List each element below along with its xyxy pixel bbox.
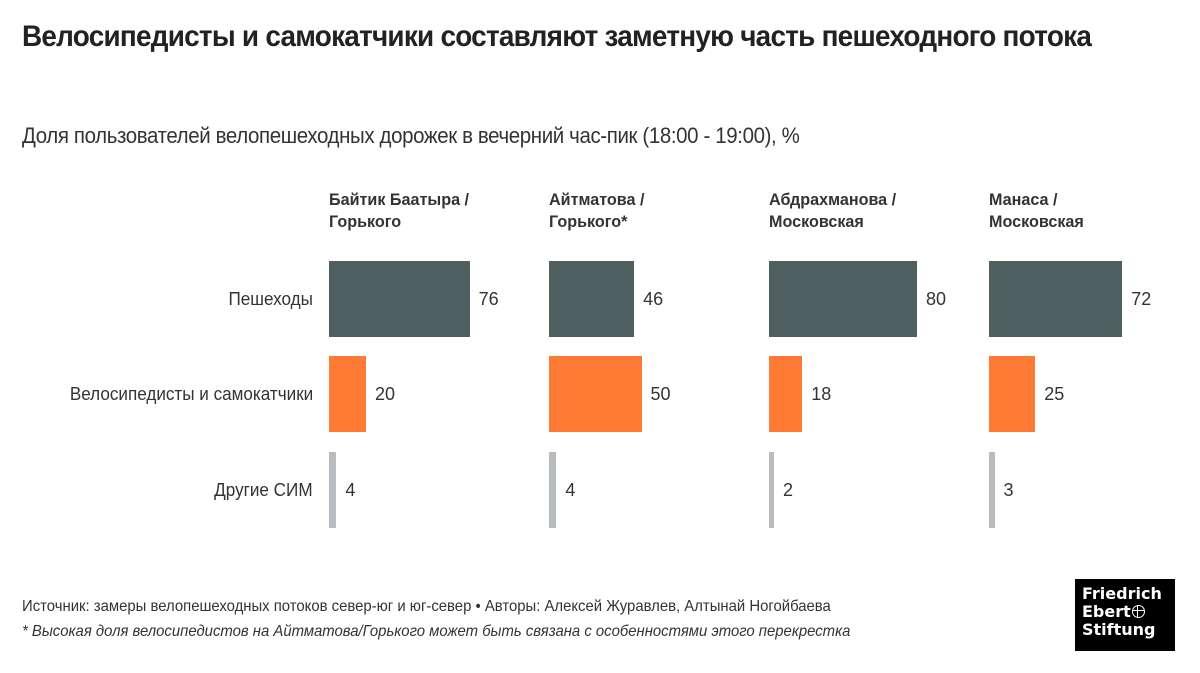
bar (989, 261, 1123, 337)
fes-logo: Friedrich Ebert Stiftung (1075, 579, 1175, 651)
logo-line-2: Ebert (1082, 603, 1175, 621)
bar-value-label: 76 (478, 289, 499, 309)
bar (769, 261, 917, 337)
bar (769, 356, 803, 432)
bar (329, 356, 366, 432)
bar-value-label: 72 (1131, 289, 1152, 309)
bar (549, 261, 635, 337)
bar-value-label: 18 (811, 384, 832, 404)
bar-value-label: 4 (565, 480, 576, 500)
panel-title-line: Горького* (549, 212, 628, 231)
bar (549, 452, 557, 528)
logo-line-3: Stiftung (1082, 620, 1156, 639)
bar-value-label: 20 (375, 384, 396, 404)
panel-title: Айтматова / Горького* (549, 189, 644, 233)
panel-title-line: Байтик Баатыра / (329, 190, 470, 209)
logo-line-1: Friedrich (1082, 584, 1162, 603)
panel-title: Манаса / Московская (989, 189, 1084, 233)
bar-value-label: 3 (1003, 480, 1014, 500)
bar-value-label: 4 (345, 480, 356, 500)
panel-title-line: Манаса / (989, 190, 1058, 209)
panel-title-line: Московская (769, 212, 864, 231)
panel-title-line: Абдрахманова / (769, 190, 897, 209)
bar-value-label: 25 (1044, 384, 1065, 404)
bar-value-label: 46 (643, 289, 664, 309)
globe-icon (1131, 605, 1145, 618)
bar-value-label: 80 (926, 289, 947, 309)
bar (989, 356, 1036, 432)
panel-title-line: Горького (329, 212, 402, 231)
row-label-pedestrians: Пешеходы (228, 289, 313, 309)
footnote: * Высокая доля велосипедистов на Айтмато… (22, 623, 851, 640)
bar (329, 452, 337, 528)
bar-value-label: 50 (650, 384, 671, 404)
bar-value-label: 2 (783, 480, 794, 500)
bar (989, 452, 995, 528)
chart-title: Велосипедисты и самокатчики составляют з… (22, 20, 1092, 53)
bar (549, 356, 642, 432)
source-note: Источник: замеры велопешеходных потоков … (22, 598, 831, 615)
bar (329, 261, 470, 337)
row-label-other: Другие СИМ (214, 480, 313, 500)
panel-title: Байтик Баатыра / Горького (329, 189, 469, 233)
chart-subtitle: Доля пользователей велопешеходных дороже… (22, 123, 800, 148)
panel-title: Абдрахманова / Московская (769, 189, 896, 233)
row-label-cyclists: Велосипедисты и самокатчики (69, 384, 313, 404)
logo-line-2-text: Ebert (1082, 602, 1131, 621)
bar (769, 452, 774, 528)
panel-title-line: Московская (989, 212, 1084, 231)
panel-title-line: Айтматова / (549, 190, 645, 209)
